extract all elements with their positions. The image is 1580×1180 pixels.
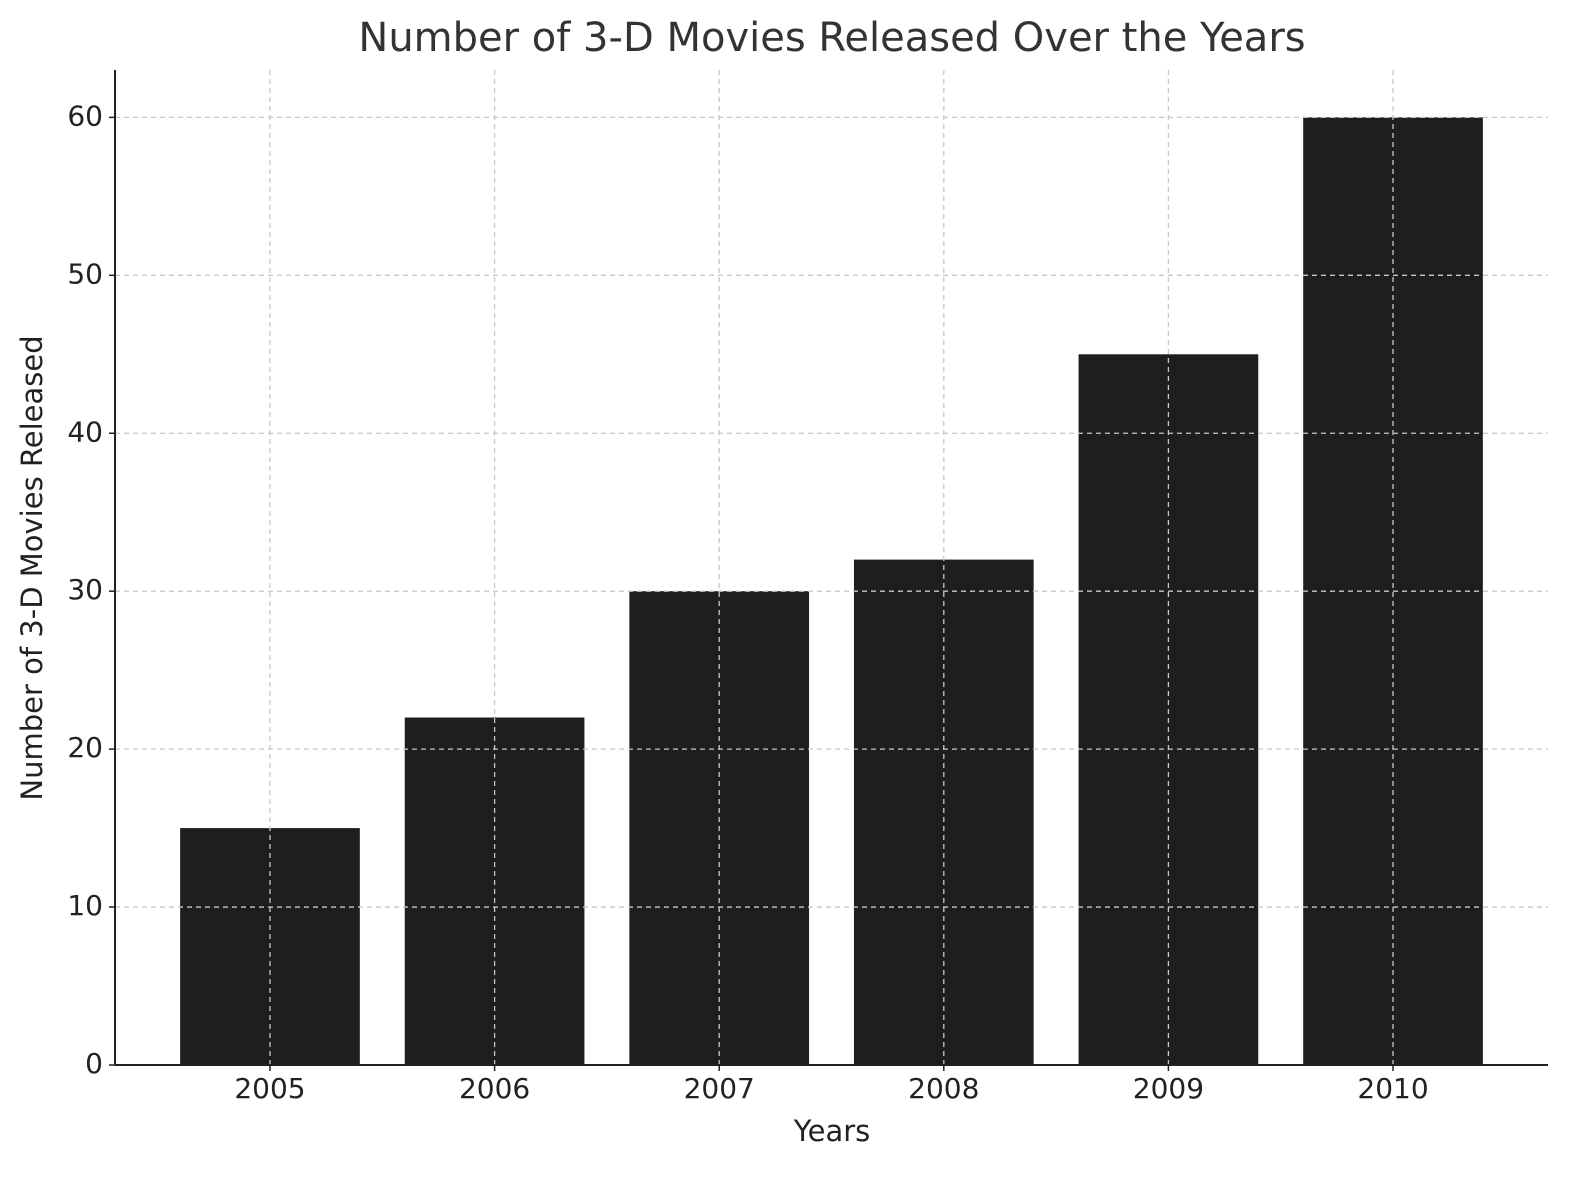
- y-tick-label: 60: [67, 99, 103, 132]
- x-tick-label: 2010: [1357, 1072, 1428, 1105]
- x-tick-label: 2005: [234, 1072, 305, 1105]
- y-axis-label: Number of 3-D Movies Released: [15, 335, 49, 800]
- x-axis-label: Years: [793, 1114, 871, 1148]
- y-tick-label: 10: [67, 889, 103, 922]
- x-tick-label: 2008: [908, 1072, 979, 1105]
- y-tick-label: 0: [85, 1047, 103, 1080]
- x-tick-label: 2009: [1133, 1072, 1204, 1105]
- y-tick-label: 20: [67, 731, 103, 764]
- y-tick-label: 50: [67, 257, 103, 290]
- x-tick-label: 2006: [459, 1072, 530, 1105]
- y-tick-label: 40: [67, 415, 103, 448]
- x-tick-label: 2007: [684, 1072, 755, 1105]
- y-tick-label: 30: [67, 573, 103, 606]
- chart-title: Number of 3-D Movies Released Over the Y…: [358, 15, 1305, 61]
